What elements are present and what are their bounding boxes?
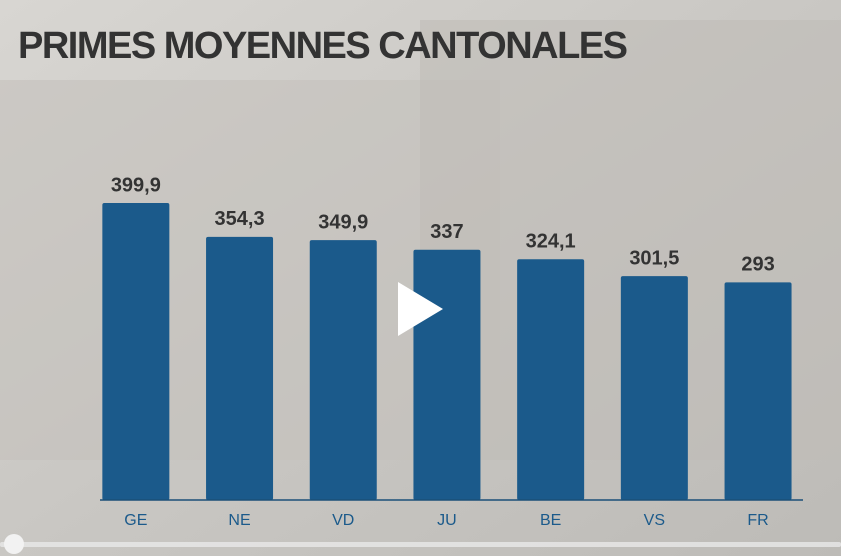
bar xyxy=(309,240,377,500)
value-label: 301,5 xyxy=(629,247,679,269)
x-tick-label: VD xyxy=(332,512,354,529)
play-icon[interactable] xyxy=(398,282,443,336)
x-tick-label: BE xyxy=(540,512,561,529)
progress-track[interactable] xyxy=(0,542,841,547)
value-label: 324,1 xyxy=(526,231,576,253)
bar xyxy=(102,203,170,500)
value-label: 399,9 xyxy=(111,174,161,196)
x-tick-label: JU xyxy=(437,512,457,529)
bar xyxy=(620,276,688,500)
progress-handle[interactable] xyxy=(4,534,24,554)
value-label: 349,9 xyxy=(318,211,368,233)
x-tick-label: GE xyxy=(124,512,147,529)
x-tick-label: VS xyxy=(644,512,665,529)
value-label: 293 xyxy=(741,254,774,276)
x-tick-label: FR xyxy=(747,512,768,529)
chart-title: PRIMES MOYENNES CANTONALES xyxy=(18,25,627,67)
bar xyxy=(413,249,481,500)
progress-bar[interactable] xyxy=(0,534,841,554)
x-tick-label: NE xyxy=(228,512,250,529)
value-label: 337 xyxy=(430,221,463,243)
bar xyxy=(724,282,792,500)
bar xyxy=(206,236,274,501)
bar xyxy=(517,259,585,500)
play-button[interactable] xyxy=(398,282,443,336)
value-label: 354,3 xyxy=(215,208,265,230)
